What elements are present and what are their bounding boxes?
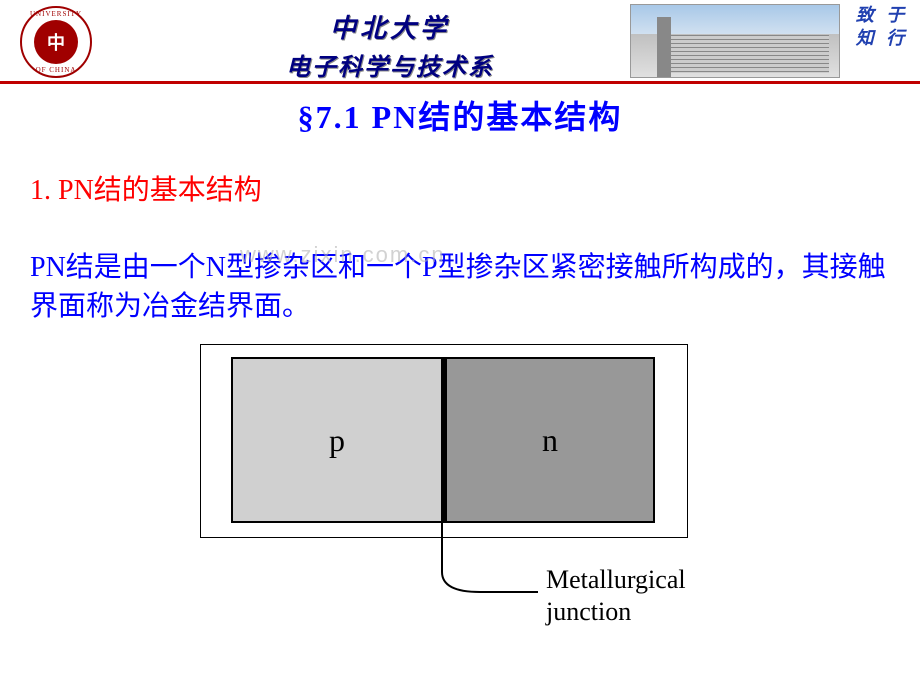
title-section: §7.1 PN结的基本结构 [0, 92, 920, 138]
header-titles: 中北大学 电子科学与技术系 [230, 8, 550, 82]
pn-diagram: p n Metallurgical junction [200, 344, 760, 644]
junction-label: Metallurgical junction [546, 564, 686, 626]
motto-line2: 于行 [882, 4, 908, 51]
pn-junction-box: p n [231, 357, 655, 523]
p-region: p [231, 357, 443, 523]
university-name: 中北大学 [230, 8, 550, 45]
logo-ring-bottom: OF CHINA [36, 66, 77, 74]
university-logo: UNIVERSITY 中 OF CHINA [20, 6, 92, 78]
body-text-content: PN结是由一个N型掺杂区和一个P型掺杂区紧密接触所构成的，其接触界面称为冶金结界… [30, 252, 886, 322]
section-title: §7.1 PN结的基本结构 [0, 92, 920, 138]
slide-header: UNIVERSITY 中 OF CHINA 中北大学 电子科学与技术系 致知 于… [0, 0, 920, 84]
junction-label-line1: Metallurgical [546, 564, 686, 595]
logo-character: 中 [34, 20, 78, 64]
building-image [630, 4, 840, 78]
junction-label-line2: junction [546, 596, 686, 627]
motto: 致知 于行 [850, 4, 910, 51]
diagram-frame: p n [200, 344, 688, 538]
content-area: 1. PN结的基本结构 www.zixin.com.cn PN结是由一个N型掺杂… [0, 138, 920, 644]
body-paragraph: www.zixin.com.cn PN结是由一个N型掺杂区和一个P型掺杂区紧密接… [30, 248, 890, 326]
motto-line1: 致知 [852, 4, 878, 51]
department-name: 电子科学与技术系 [230, 47, 550, 82]
subtitle: 1. PN结的基本结构 [30, 168, 890, 208]
logo-ring-top: UNIVERSITY [30, 10, 82, 18]
n-region: n [443, 357, 655, 523]
